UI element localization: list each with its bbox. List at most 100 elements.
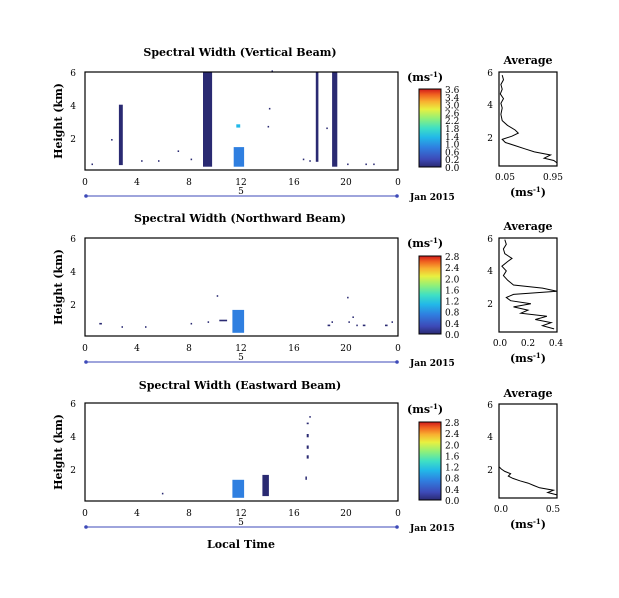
heatmap-cell [302, 158, 305, 161]
x-tick-label: 0 [395, 344, 401, 354]
y-tick-label: 2 [70, 135, 76, 145]
avg-x-label: (ms-1) [510, 351, 546, 365]
colorbar-tick-label: 1.8 [445, 125, 460, 135]
heatmap-cell [145, 326, 147, 328]
panel-title: Spectral Width (Eastward Beam) [139, 379, 341, 392]
y-tick-label: 4 [70, 268, 76, 278]
heatmap-cell [233, 147, 245, 167]
average-title: Average [502, 54, 552, 67]
x-tick-label: 4 [134, 509, 140, 519]
y-tick-label: 2 [70, 466, 76, 476]
colorbar-unit: (ms-1) [407, 236, 443, 250]
avg-x-tick: 0.4 [549, 339, 564, 349]
panel-title: Spectral Width (Northward Beam) [134, 212, 346, 225]
panel-northward: Spectral Width (Northward Beam) 6 4 2 He… [52, 212, 563, 369]
heatmap-cell [158, 160, 160, 162]
y-ticks: 6 4 2 [70, 69, 76, 145]
colorbar-tick-label: 0.8 [445, 309, 460, 319]
avg-y-tick: 6 [487, 69, 493, 79]
avg-y-tick: 4 [487, 267, 493, 277]
avg-y-tick: 6 [487, 401, 493, 411]
avg-x-tick: 0.0 [493, 339, 508, 349]
heatmap-cell [352, 316, 354, 318]
colorbar-ticks: 2.82.42.01.6 1.20.80.40.0 [445, 253, 460, 341]
day-bar: 5 [84, 187, 399, 198]
heatmap-cell [306, 445, 309, 449]
heatmap-cells [161, 416, 311, 498]
heatmap-cell [315, 72, 319, 162]
y-tick-label: 2 [70, 301, 76, 311]
heatmap-cell [99, 322, 102, 325]
y-tick-label: 4 [70, 433, 76, 443]
day-bar: 5 [84, 353, 399, 364]
average-title: Average [502, 220, 552, 233]
heatmap-cell [332, 72, 338, 167]
plot-frame [84, 402, 399, 502]
x-tick-label: 16 [288, 509, 300, 519]
avg-y-tick: 2 [487, 134, 493, 144]
average-panel: Average 6 4 2 0.05 0.95 (ms-1) [487, 54, 563, 199]
colorbar-tick-label: 3.0 [445, 102, 460, 112]
colorbar-scale [418, 421, 442, 501]
heatmap-cell [190, 158, 193, 161]
colorbar-tick-label: 2.0 [445, 275, 460, 285]
day-marker: 5 [238, 518, 244, 528]
colorbar-tick-label: 0.4 [445, 486, 460, 496]
x-tick-label: 8 [186, 178, 192, 188]
colorbar-scale [418, 88, 442, 168]
x-tick-label: 12 [235, 344, 246, 354]
colorbar-tick-label: 1.6 [445, 452, 460, 462]
heatmap-cell [365, 163, 367, 166]
heatmap-cell [161, 492, 164, 495]
avg-y-tick: 6 [487, 235, 493, 245]
colorbar: (ms-1) 2.82.42.01.6 1.20.80.40.0 [407, 402, 460, 507]
heatmap-cell [347, 163, 349, 166]
average-frame [498, 403, 558, 499]
x-tick-label: 8 [186, 344, 192, 354]
avg-y-tick: 2 [487, 466, 493, 476]
y-tick-label: 4 [70, 102, 76, 112]
x-axis-label: Local Time [207, 538, 275, 551]
date-label: Jan 2015 [409, 359, 455, 369]
heatmap-cell [362, 324, 366, 327]
y-ticks: 6 4 2 [70, 400, 76, 476]
heatmap-cell [232, 309, 245, 333]
x-tick-label: 20 [340, 178, 352, 188]
heatmap-cell [309, 416, 311, 418]
panel-eastward: Spectral Width (Eastward Beam) 6 4 2 Hei… [52, 379, 560, 551]
x-tick-label: 4 [134, 178, 140, 188]
colorbar-tick-label: 0.0 [445, 497, 460, 507]
y-tick-label: 6 [70, 69, 76, 79]
avg-y-tick: 2 [487, 300, 493, 310]
heatmap-cell [347, 296, 349, 299]
average-frame [498, 237, 558, 333]
x-tick-label: 12 [235, 178, 246, 188]
panel-title: Spectral Width (Vertical Beam) [143, 46, 336, 59]
x-tick-label: 20 [340, 509, 352, 519]
x-tick-label: 0 [395, 509, 401, 519]
heatmap-cell [271, 70, 273, 72]
colorbar-tick-label: 2.4 [445, 264, 460, 274]
x-tick-label: 4 [134, 344, 140, 354]
heatmap-cell [331, 321, 333, 323]
y-tick-label: 6 [70, 400, 76, 410]
avg-y-tick: 4 [487, 101, 493, 111]
colorbar-tick-label: 0.8 [445, 475, 460, 485]
avg-y-tick: 4 [487, 433, 493, 443]
colorbar-tick-label: 2.8 [445, 253, 460, 263]
heatmap-cell [219, 319, 228, 322]
heatmap-cell [121, 326, 123, 328]
y-ticks: 6 4 2 [70, 235, 76, 311]
avg-x-tick: 0.95 [543, 173, 563, 183]
heatmap-cells [99, 295, 393, 333]
heatmap-cell [326, 127, 328, 130]
x-tick-label: 16 [288, 178, 300, 188]
colorbar-unit: (ms-1) [407, 70, 443, 84]
heatmap-cell [118, 104, 123, 166]
colorbar-tick-label: 0.6 [445, 148, 460, 158]
colorbar-tick-label: 0.4 [445, 320, 460, 330]
heatmap-cell [216, 295, 219, 297]
colorbar-tick-label: 2.2 [445, 117, 459, 127]
x-tick-label: 0 [82, 344, 88, 354]
y-axis-label: Height (km) [52, 83, 65, 159]
